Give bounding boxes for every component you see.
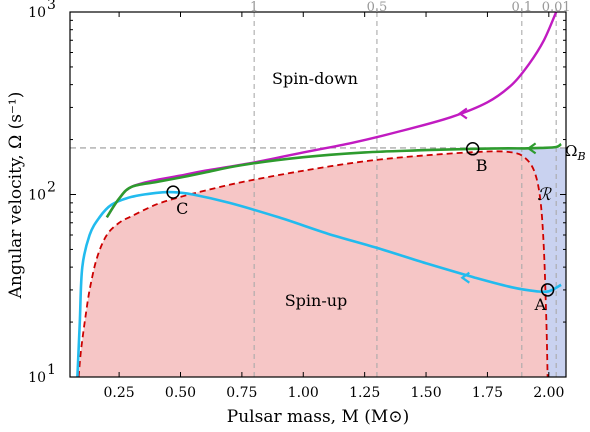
top-tick-label: 0.1 <box>511 0 532 15</box>
region-label-spin-up: Spin-up <box>285 291 348 310</box>
top-tick-label: 0.5 <box>367 0 388 15</box>
x-tick-label: 0.75 <box>226 385 257 401</box>
point-B <box>465 142 480 156</box>
x-axis-label: Pulsar mass, M (M⊙) <box>227 407 409 427</box>
top-tick-label: 0.01 <box>542 0 571 15</box>
omega-b-subscript: B <box>576 150 585 163</box>
y-axis-label: Angular velocity, Ω (s⁻¹) <box>6 92 26 300</box>
x-tick-label: 1.50 <box>410 385 441 401</box>
arrow-green <box>526 142 537 155</box>
point-A <box>540 283 555 297</box>
x-tick-label: 0.50 <box>165 385 196 401</box>
arrow-magenta <box>457 107 468 120</box>
x-tick-label: 2.00 <box>533 385 564 401</box>
arrow-cyan <box>460 271 470 284</box>
y-tick-exponent: 3 <box>47 0 56 13</box>
point-C <box>166 185 180 199</box>
y-tick-label: 10 <box>28 370 46 386</box>
y-tick-label: 10 <box>28 5 46 21</box>
region-spin-up <box>78 151 548 377</box>
x-tick-label: 0.25 <box>104 385 135 401</box>
region-label-spin-down: Spin-down <box>272 69 358 88</box>
region-label-r: ℛ <box>537 185 552 205</box>
omega-b-symbol: Ω <box>565 142 577 160</box>
y-tick-label: 10 <box>28 188 46 204</box>
top-tick-label: 1 <box>250 0 258 15</box>
y-tick-exponent: 1 <box>47 362 56 378</box>
y-tick-exponent: 2 <box>47 180 56 196</box>
omega-b-label: ΩB <box>565 142 586 163</box>
point-label-B: B <box>476 156 488 175</box>
x-tick-label: 1.75 <box>472 385 503 401</box>
point-label-C: C <box>176 199 188 218</box>
series-line-green <box>105 142 562 219</box>
x-tick-label: 1.25 <box>349 385 380 401</box>
series-line-red-boundary <box>77 150 549 377</box>
series-line-cyan <box>76 190 562 377</box>
x-tick-label: 1.00 <box>288 385 319 401</box>
region-r <box>494 147 566 377</box>
point-label-A: A <box>534 295 547 314</box>
